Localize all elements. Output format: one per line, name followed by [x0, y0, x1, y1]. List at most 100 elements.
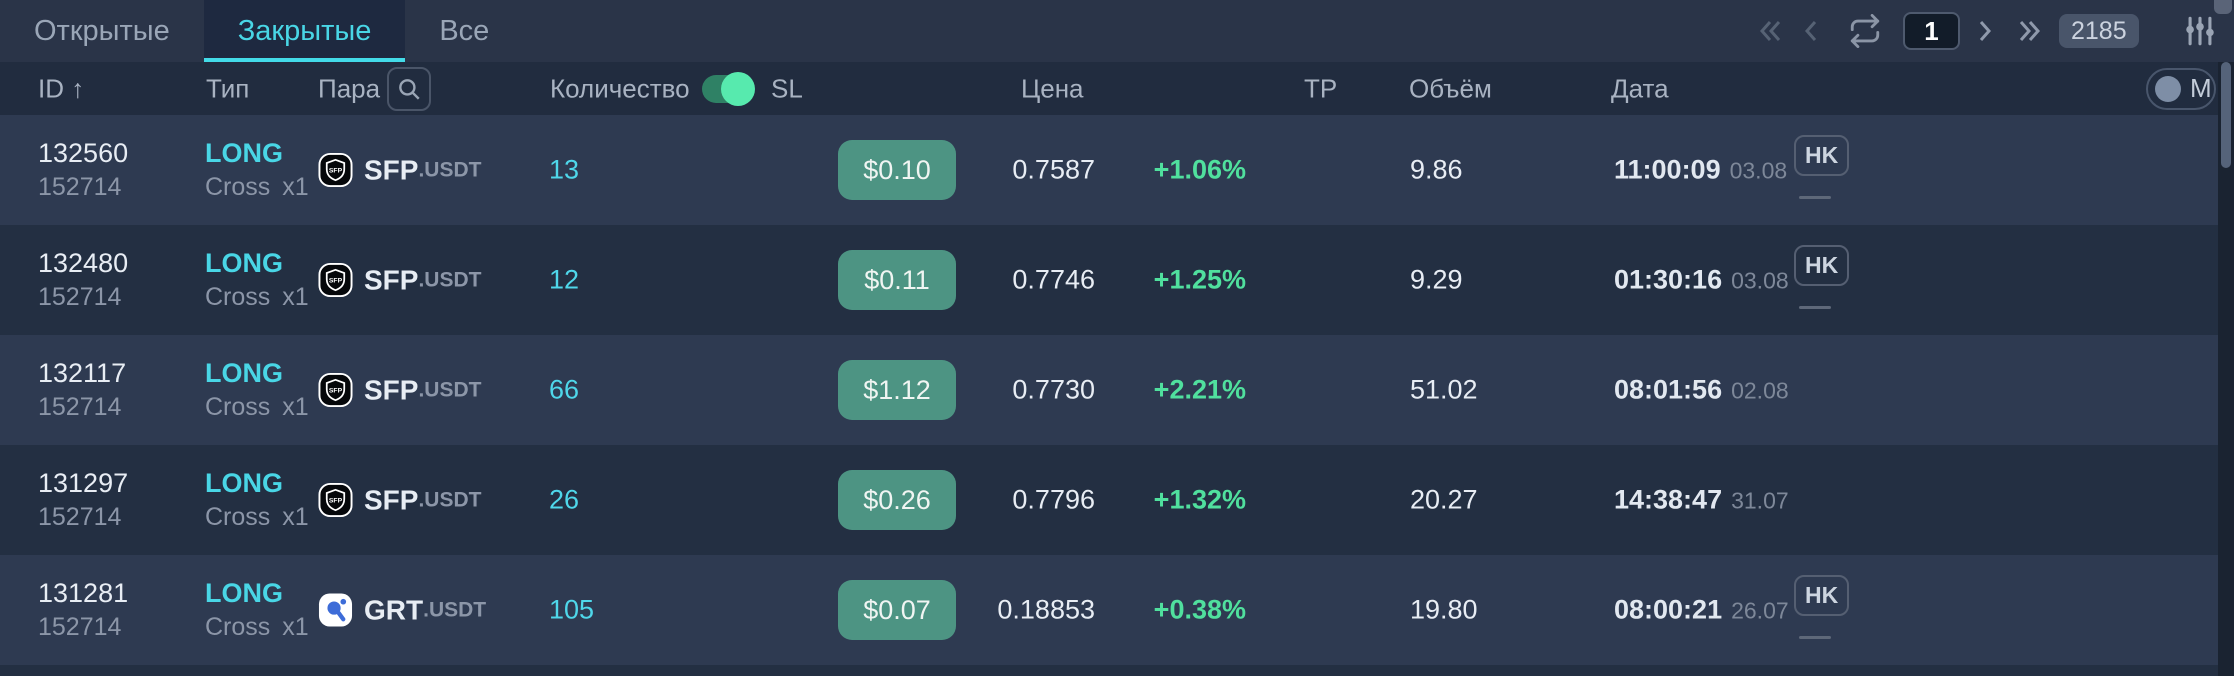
- sl-toggle-switch[interactable]: [702, 71, 755, 106]
- hk-badge: HK: [1794, 575, 1850, 616]
- scrollbar-thumb[interactable]: [2221, 62, 2231, 168]
- pnl-percent: +1.25%: [1153, 264, 1246, 295]
- position-id: 132117: [38, 358, 127, 388]
- pair-quote: .USDT: [423, 598, 487, 621]
- position-sub-id: 152714: [38, 503, 122, 531]
- svg-text:SFP: SFP: [329, 277, 343, 284]
- position-id: 131297: [38, 468, 129, 498]
- column-id-header[interactable]: ID ↑: [38, 73, 85, 103]
- volume-value: 19.80: [1410, 594, 1478, 625]
- pair-quote: .USDT: [418, 268, 482, 291]
- close-date: 02.08: [1731, 377, 1789, 404]
- margin-mode-label: Cross: [205, 613, 271, 641]
- close-price: 0.7796: [1012, 484, 1095, 515]
- last-page-button[interactable]: [2016, 18, 2042, 44]
- leverage-label: x1: [282, 393, 309, 421]
- top-tab-bar: Открытые Закрытые Все: [0, 0, 2234, 62]
- table-row[interactable]: 132480 152714 LONG Cross x1 SFP SFP .USDT …: [0, 225, 2234, 335]
- table-row[interactable]: 132117 152714 LONG Cross x1 SFP SFP .USDT …: [0, 335, 2234, 445]
- sl-price-button[interactable]: $0.26: [838, 470, 956, 530]
- close-time: 11:00:09: [1614, 154, 1721, 185]
- mode-toggle[interactable]: M: [2146, 67, 2216, 110]
- quantity-value: 66: [549, 374, 580, 405]
- column-type-header: Тип: [206, 73, 250, 103]
- hk-underline: [1799, 196, 1831, 199]
- close-price: 0.7730: [1012, 374, 1095, 405]
- close-date: 31.07: [1731, 487, 1789, 514]
- volume-value: 20.27: [1410, 484, 1478, 515]
- close-date: 26.07: [1731, 597, 1789, 624]
- sort-ascending-icon: ↑: [71, 73, 85, 103]
- pair-name: SFP: [364, 484, 419, 515]
- page-number-input[interactable]: 1: [1903, 12, 1960, 50]
- chevron-left-icon: [1804, 21, 1817, 41]
- pair-name: SFP: [364, 264, 419, 295]
- pagination-bar: 1 2185: [1758, 0, 2217, 62]
- mode-toggle-label: M: [2190, 73, 2212, 103]
- pair-name: SFP: [364, 374, 419, 405]
- double-chevron-left-icon: [1759, 21, 1781, 41]
- search-icon: [399, 78, 420, 100]
- quantity-value: 26: [549, 484, 580, 515]
- sfp-coin-icon: SFP: [318, 262, 353, 298]
- next-row-sliver: [0, 665, 2234, 676]
- svg-text:SFP: SFP: [329, 167, 343, 174]
- close-time: 14:38:47: [1614, 484, 1723, 515]
- quantity-value: 12: [549, 264, 580, 295]
- close-price: 0.18853: [997, 594, 1095, 625]
- leverage-label: x1: [282, 503, 309, 531]
- table-header: ID ↑ Тип Пара Количество SL Цена TP Объё…: [0, 62, 2234, 115]
- table-row[interactable]: 131297 152714 LONG Cross x1 SFP SFP .USDT …: [0, 445, 2234, 555]
- side-label: LONG: [205, 138, 283, 168]
- column-quantity-header: Количество: [550, 73, 690, 103]
- toggle-knob: [2155, 75, 2181, 102]
- repeat-icon: [1850, 14, 1880, 48]
- leverage-label: x1: [282, 283, 309, 311]
- column-tp-header: TP: [1304, 73, 1338, 103]
- sl-price-button[interactable]: $0.10: [838, 140, 956, 200]
- pair-quote: .USDT: [418, 488, 482, 511]
- column-price-header: Цена: [1021, 73, 1084, 103]
- position-sub-id: 152714: [38, 283, 122, 311]
- hk-badge: HK: [1794, 135, 1850, 176]
- side-label: LONG: [205, 468, 283, 498]
- tab-open[interactable]: Открытые: [34, 14, 170, 47]
- close-price: 0.7587: [1012, 154, 1095, 185]
- tab-closed[interactable]: Закрытые: [203, 0, 406, 62]
- toggle-knob: [721, 71, 755, 106]
- leverage-label: x1: [282, 613, 309, 641]
- pair-search-button[interactable]: [387, 66, 431, 111]
- column-date-header: Дата: [1611, 73, 1669, 103]
- sl-price-button[interactable]: $0.07: [838, 580, 956, 640]
- pair-quote: .USDT: [418, 378, 482, 401]
- grt-coin-icon: [318, 593, 353, 628]
- prev-page-button[interactable]: [1802, 18, 1819, 44]
- tab-all[interactable]: Все: [439, 14, 490, 47]
- hk-badge: HK: [1794, 245, 1850, 286]
- pair-name: SFP: [364, 154, 419, 185]
- table-row[interactable]: 132560 152714 LONG Cross x1 SFP SFP .USDT …: [0, 115, 2234, 225]
- pnl-percent: +1.32%: [1153, 484, 1246, 515]
- hk-underline: [1799, 306, 1831, 309]
- reload-button[interactable]: [1847, 14, 1883, 48]
- close-time: 08:00:21: [1614, 594, 1723, 625]
- sl-price-button[interactable]: $0.11: [838, 250, 956, 310]
- column-pair-header: Пара: [318, 73, 381, 103]
- svg-text:SFP: SFP: [329, 387, 343, 394]
- svg-text:SFP: SFP: [329, 497, 343, 504]
- filter-button[interactable]: [2183, 14, 2217, 48]
- quantity-value: 105: [549, 594, 595, 625]
- first-page-button[interactable]: [1758, 18, 1784, 44]
- sl-price-button[interactable]: $1.12: [838, 360, 956, 420]
- margin-mode-label: Cross: [205, 393, 271, 421]
- close-time: 08:01:56: [1614, 374, 1723, 405]
- pnl-percent: +0.38%: [1153, 594, 1246, 625]
- pnl-percent: +2.21%: [1153, 374, 1246, 405]
- total-pages-badge: 2185: [2059, 14, 2139, 48]
- margin-mode-label: Cross: [205, 503, 271, 531]
- margin-mode-label: Cross: [205, 283, 271, 311]
- double-chevron-right-icon: [2019, 21, 2041, 41]
- position-id: 132560: [38, 138, 129, 168]
- next-page-button[interactable]: [1977, 18, 1994, 44]
